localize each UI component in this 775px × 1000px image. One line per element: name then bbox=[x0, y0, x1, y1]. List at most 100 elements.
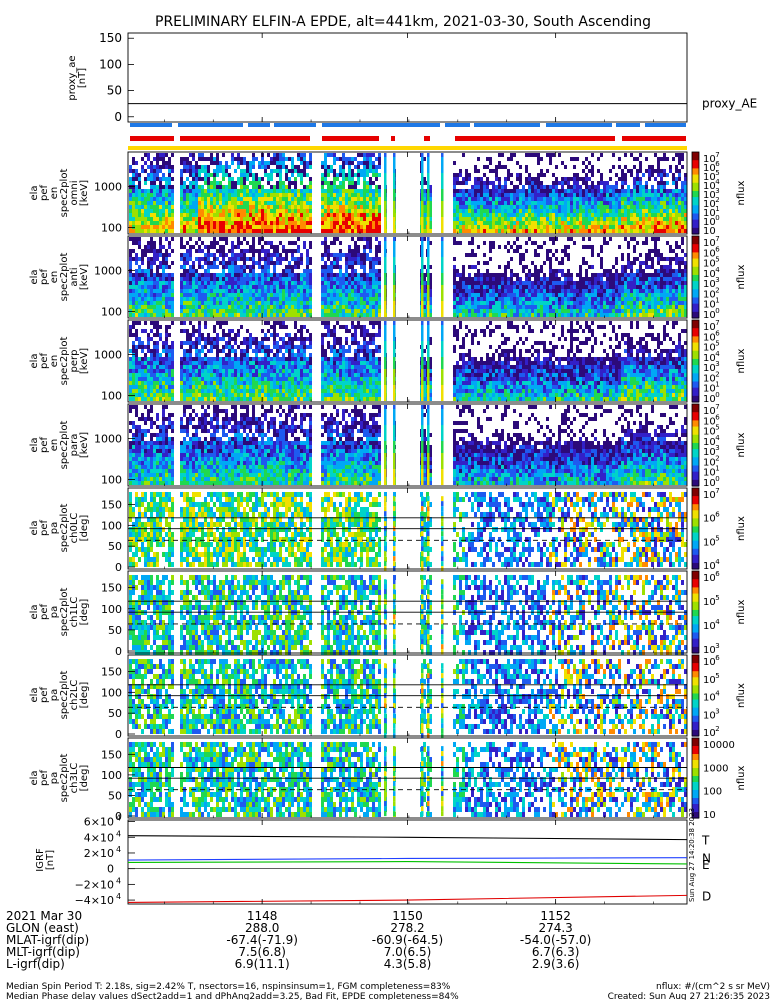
spectrogram-pixel bbox=[441, 221, 444, 225]
spectrogram-pixel bbox=[453, 177, 456, 181]
spectrogram-pixel bbox=[621, 193, 624, 197]
spectrogram-pixel bbox=[441, 153, 444, 157]
spectrogram-pixel bbox=[564, 193, 567, 197]
spectrogram-pixel bbox=[213, 157, 216, 161]
spectrogram-pixel bbox=[375, 253, 378, 257]
spectrogram-pixel bbox=[288, 313, 291, 317]
spectrogram-pixel bbox=[285, 253, 288, 257]
spectrogram-pixel bbox=[144, 301, 147, 305]
spectrogram-pixel bbox=[258, 161, 261, 165]
spectrogram-pixel bbox=[561, 249, 564, 253]
spectrogram-pixel bbox=[612, 213, 615, 217]
spectrogram-pixel bbox=[360, 161, 363, 165]
spectrogram-pixel bbox=[336, 257, 339, 261]
spectrogram-pixel bbox=[306, 257, 309, 261]
spectrogram-pixel bbox=[207, 205, 210, 209]
spectrogram-pixel bbox=[462, 177, 465, 181]
colorbar-tick-exponent: 3 bbox=[715, 187, 719, 195]
spectrogram-pixel bbox=[549, 261, 552, 265]
spectrogram-pixel bbox=[648, 201, 651, 205]
spectrogram-pixel bbox=[321, 289, 324, 293]
spectrogram-pixel bbox=[600, 153, 603, 157]
spectrogram-pixel bbox=[348, 245, 351, 249]
spectrogram-pixel bbox=[276, 289, 279, 293]
spectrogram-pixel bbox=[324, 265, 327, 269]
spectrogram-pixel bbox=[585, 305, 588, 309]
spectrogram-pixel bbox=[453, 161, 456, 165]
colorbar-segment bbox=[692, 174, 699, 178]
spectrogram-pixel bbox=[237, 277, 240, 281]
spectrogram-pixel bbox=[672, 173, 675, 177]
spectrogram-pixel bbox=[180, 209, 183, 213]
spectrogram-pixel bbox=[234, 261, 237, 265]
spectrogram-pixel bbox=[333, 305, 336, 309]
spectrogram-pixel bbox=[549, 201, 552, 205]
spectrogram-pixel bbox=[297, 229, 300, 233]
spectrogram-pixel bbox=[423, 217, 426, 221]
spectrogram-pixel bbox=[486, 205, 489, 209]
spectrogram-pixel bbox=[351, 253, 354, 257]
spectrogram-pixel bbox=[465, 277, 468, 281]
spectrogram-pixel bbox=[369, 225, 372, 229]
spectrogram-pixel bbox=[210, 313, 213, 317]
spectrogram-pixel bbox=[477, 261, 480, 265]
spectrogram-pixel bbox=[165, 281, 168, 285]
spectrogram-pixel bbox=[258, 257, 261, 261]
spectrogram-pixel bbox=[288, 201, 291, 205]
spectrogram-pixel bbox=[421, 173, 424, 177]
spectrogram-pixel bbox=[375, 209, 378, 213]
spectrogram-pixel bbox=[627, 169, 630, 173]
spectrogram-pixel bbox=[489, 273, 492, 277]
spectrogram-pixel bbox=[186, 169, 189, 173]
spectrogram-pixel bbox=[180, 305, 183, 309]
spectrogram-pixel bbox=[660, 177, 663, 181]
spectrogram-pixel bbox=[465, 221, 468, 225]
spectrogram-pixel bbox=[321, 165, 324, 169]
spectrogram-pixel bbox=[612, 193, 615, 197]
spectrogram-pixel bbox=[345, 213, 348, 217]
spectrogram-pixel bbox=[324, 197, 327, 201]
spectrogram-pixel bbox=[570, 193, 573, 197]
spectrogram-pixel bbox=[285, 157, 288, 161]
spectrogram-pixel bbox=[600, 313, 603, 317]
spectrogram-pixel bbox=[459, 313, 462, 317]
spectrogram-pixel bbox=[531, 209, 534, 213]
spectrogram-pixel bbox=[129, 229, 132, 233]
spectrogram-pixel bbox=[360, 261, 363, 265]
spectrogram-pixel bbox=[660, 157, 663, 161]
spectrogram-pixel bbox=[558, 309, 561, 313]
spectrogram-pixel bbox=[591, 209, 594, 213]
spectrogram-pixel bbox=[372, 173, 375, 177]
spectrogram-pixel bbox=[330, 221, 333, 225]
spectrogram-pixel bbox=[681, 229, 684, 233]
spectrogram-pixel bbox=[552, 241, 555, 245]
spectrogram-pixel bbox=[483, 181, 486, 185]
spectrogram-pixel bbox=[546, 309, 549, 313]
spectrogram-pixel bbox=[429, 313, 432, 317]
spectrogram-pixel bbox=[303, 301, 306, 305]
spectrogram-pixel bbox=[546, 313, 549, 317]
spectrogram-pixel bbox=[639, 201, 642, 205]
spectrogram-pixel bbox=[483, 189, 486, 193]
spectrogram-pixel bbox=[153, 285, 156, 289]
spectrogram-pixel bbox=[552, 153, 555, 157]
spectrogram-pixel bbox=[528, 285, 531, 289]
spectrogram-pixel bbox=[573, 309, 576, 313]
spectrogram-pixel bbox=[201, 165, 204, 169]
spectrogram-pixel bbox=[216, 165, 219, 169]
spectrogram-pixel bbox=[225, 297, 228, 301]
spectrogram-pixel bbox=[246, 165, 249, 169]
spectrogram-pixel bbox=[192, 181, 195, 185]
spectrogram-pixel bbox=[324, 161, 327, 165]
spectrogram-pixel bbox=[594, 217, 597, 221]
spectrogram-pixel bbox=[483, 193, 486, 197]
spectrogram-pixel bbox=[297, 297, 300, 301]
spectrogram-pixel bbox=[351, 201, 354, 205]
spectrogram-pixel bbox=[228, 205, 231, 209]
spectrogram-pixel bbox=[249, 205, 252, 209]
spectrogram-pixel bbox=[321, 309, 324, 313]
spectrogram-pixel bbox=[477, 309, 480, 313]
spectrogram-pixel bbox=[519, 213, 522, 217]
spectrogram-pixel bbox=[183, 309, 186, 313]
spectrogram-pixel bbox=[201, 301, 204, 305]
